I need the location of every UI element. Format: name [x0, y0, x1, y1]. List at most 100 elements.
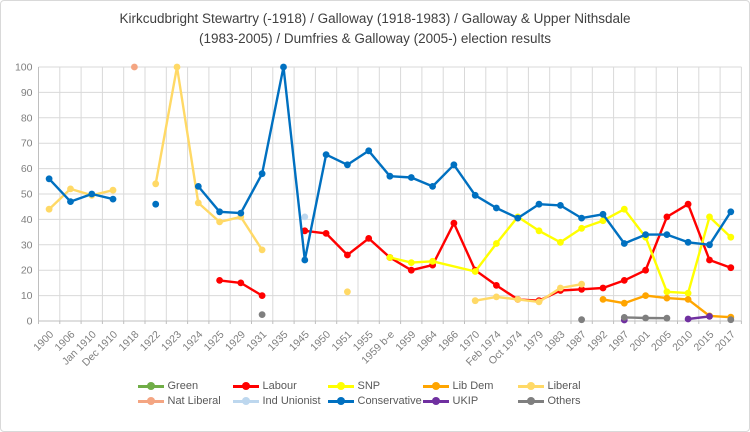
- x-tick-label: 1997: [606, 329, 631, 354]
- x-tick-label: 1922: [138, 329, 163, 354]
- data-point: [471, 297, 479, 305]
- data-point: [599, 217, 607, 225]
- data-point: [578, 224, 585, 232]
- data-point: [216, 277, 224, 284]
- data-point: [578, 280, 585, 288]
- data-point: [194, 183, 202, 190]
- legend-marker-ind-unionist-icon: [232, 397, 259, 406]
- data-point: [429, 183, 436, 190]
- legend-label-nat-liberal: Nat Liberal: [167, 395, 221, 407]
- data-point: [599, 296, 607, 303]
- data-point: [344, 251, 351, 259]
- x-tick-label: 1923: [159, 329, 184, 354]
- data-point: [471, 268, 479, 275]
- data-point: [642, 314, 649, 322]
- y-tick-label: 0: [27, 316, 33, 328]
- series-ind-unionist: [301, 213, 309, 221]
- x-tick-label: 1929: [223, 329, 248, 354]
- series-nat-liberal: [131, 63, 138, 71]
- data-point: [642, 292, 649, 299]
- data-point: [620, 240, 628, 247]
- y-tick-label: 20: [21, 265, 33, 277]
- data-point: [301, 227, 309, 235]
- series-line: [197, 65, 732, 262]
- data-point: [727, 316, 735, 324]
- data-point: [535, 298, 543, 306]
- data-point: [152, 180, 160, 188]
- data-point: [727, 233, 735, 241]
- data-point: [109, 195, 117, 203]
- x-tick-label: 1983: [542, 329, 567, 354]
- data-point: [450, 161, 458, 169]
- data-point: [493, 282, 500, 289]
- data-point: [301, 256, 309, 264]
- legend-label-lib-dem: Lib Dem: [452, 380, 494, 392]
- legend-row-2: Nat Liberal Ind Unionist Conservative UKIP O…: [137, 395, 613, 407]
- series-others: [258, 311, 735, 324]
- legend-marker-conservative-icon: [327, 397, 354, 406]
- data-point: [663, 314, 671, 322]
- data-point: [131, 63, 138, 71]
- data-point: [322, 230, 330, 237]
- series-line: [686, 315, 711, 321]
- series-line: [154, 65, 264, 252]
- gridlines: [38, 66, 742, 321]
- y-tick-label: 100: [15, 62, 33, 74]
- x-tick-label: 1900: [31, 329, 56, 354]
- data-point: [258, 292, 266, 299]
- legend-label-labour: Labour: [262, 380, 297, 392]
- data-point: [663, 213, 671, 221]
- data-point: [706, 241, 713, 249]
- data-point: [493, 293, 500, 301]
- data-point: [599, 210, 607, 218]
- x-tick-label: 1924: [180, 329, 205, 354]
- series-line: [388, 207, 732, 295]
- data-point: [450, 219, 458, 227]
- legend-label-ukip: UKIP: [452, 395, 479, 407]
- legend-item-ind-unionist: Ind Unionist: [232, 395, 328, 407]
- legend-item-lib-dem: Lib Dem: [422, 380, 518, 392]
- data-point: [45, 205, 53, 213]
- x-tick-label: 1987: [564, 329, 589, 354]
- y-tick-label: 60: [21, 163, 33, 175]
- data-point: [706, 313, 713, 320]
- x-tick-label: 1992: [585, 329, 610, 354]
- y-tick-label: 80: [21, 112, 33, 124]
- x-tick-label: 1959: [393, 329, 418, 354]
- data-point: [67, 198, 74, 206]
- legend-item-green: Green: [137, 380, 233, 392]
- data-point: [620, 314, 628, 321]
- legend-item-liberal: Liberal: [517, 380, 613, 392]
- legend-marker-ukip-icon: [422, 397, 449, 406]
- data-point: [706, 256, 713, 264]
- data-point: [237, 209, 245, 217]
- x-tick-label: 2001: [628, 329, 653, 354]
- y-tick-label: 30: [21, 239, 33, 251]
- data-point: [365, 147, 373, 155]
- x-tick-label: 1951: [329, 329, 354, 354]
- data-point: [578, 316, 585, 324]
- legend-marker-nat-liberal-icon: [137, 397, 164, 406]
- data-point: [578, 214, 585, 222]
- data-point: [407, 266, 415, 274]
- series-conservative: [45, 63, 735, 264]
- chart-title: Kirkcudbright Stewartry (-1918) / Gallow…: [1, 9, 749, 50]
- data-point: [706, 213, 713, 221]
- legend-marker-snp-icon: [327, 382, 354, 391]
- legend-marker-lib-dem-icon: [422, 382, 449, 391]
- data-point: [493, 240, 500, 247]
- data-point: [258, 311, 266, 318]
- data-point: [727, 264, 735, 272]
- x-tick-label: 2015: [692, 329, 717, 354]
- x-tick-label: 1964: [415, 329, 440, 354]
- data-point: [620, 205, 628, 213]
- legend-label-ind-unionist: Ind Unionist: [262, 395, 321, 407]
- series-liberal: [45, 63, 585, 306]
- data-point: [386, 254, 394, 261]
- data-point: [620, 277, 628, 284]
- legend-item-others: Others: [517, 395, 613, 407]
- data-point: [322, 151, 330, 159]
